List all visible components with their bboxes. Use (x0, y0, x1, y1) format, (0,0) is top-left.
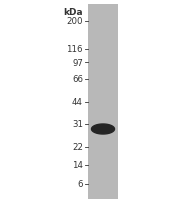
Text: 14: 14 (72, 161, 83, 170)
Text: kDa: kDa (63, 8, 83, 17)
Polygon shape (92, 124, 115, 134)
Text: 6: 6 (78, 180, 83, 188)
Text: 66: 66 (72, 75, 83, 84)
Text: 22: 22 (72, 143, 83, 152)
Text: 200: 200 (67, 17, 83, 26)
Bar (88, 5, 118, 199)
Text: 97: 97 (72, 58, 83, 67)
Text: 116: 116 (67, 45, 83, 54)
Text: 44: 44 (72, 98, 83, 107)
Text: 31: 31 (72, 120, 83, 129)
